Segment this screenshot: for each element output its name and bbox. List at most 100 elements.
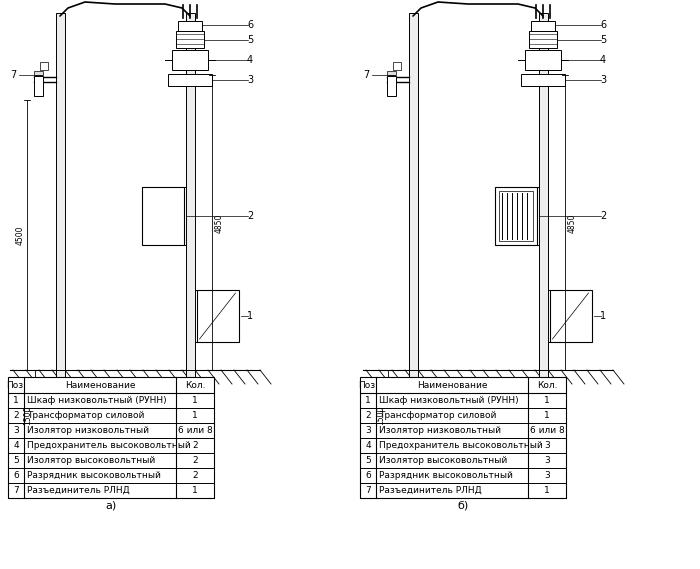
Text: Предохранитель высоковольтный: Предохранитель высоковольтный [27, 441, 190, 450]
Bar [360, 377, 566, 498]
Bar [363, 370, 613, 384]
Text: 4: 4 [600, 55, 606, 65]
Bar [55, 370, 64, 402]
Bar [8, 377, 214, 498]
Text: 1: 1 [544, 396, 550, 405]
Bar [386, 76, 395, 96]
Bar [179, 406, 201, 422]
Text: Наименование: Наименование [64, 381, 135, 390]
Text: 1: 1 [247, 311, 253, 321]
Bar [538, 370, 547, 406]
Text: 3: 3 [544, 456, 550, 465]
Text: а): а) [106, 501, 117, 511]
Bar [529, 31, 557, 48]
Bar [178, 21, 202, 31]
Text: 7: 7 [363, 70, 369, 80]
Text: 1500: 1500 [24, 405, 32, 424]
Text: 3: 3 [365, 426, 371, 435]
Bar [393, 62, 400, 70]
Text: 3: 3 [600, 75, 606, 85]
Text: 5: 5 [365, 456, 371, 465]
Bar [532, 406, 554, 422]
Text: 1: 1 [544, 411, 550, 420]
Bar [402, 402, 424, 416]
Bar [39, 62, 48, 70]
Text: 1: 1 [544, 486, 550, 495]
Text: 2: 2 [193, 456, 198, 465]
Text: Трансформатор силовой: Трансформатор силовой [379, 411, 496, 420]
Text: 6: 6 [247, 20, 253, 30]
Text: Поз.: Поз. [6, 381, 26, 390]
Text: Разъединитель РЛНД: Разъединитель РЛНД [27, 486, 130, 495]
Text: б): б) [457, 501, 468, 511]
Text: 7: 7 [13, 486, 19, 495]
Bar [176, 31, 204, 48]
Bar [494, 187, 536, 245]
Text: Кол.: Кол. [185, 381, 205, 390]
Text: 1: 1 [13, 396, 19, 405]
Text: Предохранитель высоковольтный: Предохранитель высоковольтный [379, 441, 542, 450]
Text: 6 или 8: 6 или 8 [530, 426, 564, 435]
Text: Изолятор низковольтный: Изолятор низковольтный [27, 426, 149, 435]
Text: 4: 4 [247, 55, 253, 65]
Text: 3: 3 [13, 426, 19, 435]
Bar [197, 290, 239, 342]
Text: Шкаф низковольтный (РУНН): Шкаф низковольтный (РУНН) [27, 396, 167, 405]
Bar [525, 50, 561, 70]
Text: Изолятор высоковольтный: Изолятор высоковольтный [379, 456, 508, 465]
Bar [172, 50, 208, 70]
Text: 5: 5 [247, 35, 253, 45]
Text: Изолятор низковольтный: Изолятор низковольтный [379, 426, 501, 435]
Bar [531, 21, 555, 31]
Bar [186, 370, 195, 406]
Text: 4500: 4500 [15, 225, 24, 245]
Text: Шкаф низковольтный (РУНН): Шкаф низковольтный (РУНН) [379, 396, 519, 405]
Text: 6: 6 [13, 471, 19, 480]
Text: 2: 2 [365, 411, 371, 420]
Text: 6 или 8: 6 или 8 [178, 426, 212, 435]
Text: 3: 3 [544, 441, 550, 450]
Bar [141, 187, 183, 245]
Text: 3: 3 [247, 75, 253, 85]
Text: 6: 6 [365, 471, 371, 480]
Text: 1: 1 [600, 311, 606, 321]
Text: 7: 7 [10, 70, 16, 80]
Bar [186, 13, 195, 370]
Text: Разъединитель РЛНД: Разъединитель РЛНД [379, 486, 482, 495]
Text: 2: 2 [247, 211, 253, 221]
Text: Кол.: Кол. [537, 381, 557, 390]
Bar [409, 370, 417, 402]
Text: 2: 2 [600, 211, 606, 221]
Text: 5: 5 [13, 456, 19, 465]
Text: Разрядник высоковольтный: Разрядник высоковольтный [27, 471, 161, 480]
Text: 4850: 4850 [568, 213, 577, 233]
Text: Трансформатор силовой: Трансформатор силовой [27, 411, 144, 420]
Bar [538, 13, 547, 370]
Bar [409, 13, 417, 370]
Text: Поз.: Поз. [358, 381, 378, 390]
Bar [34, 71, 43, 75]
Text: 1: 1 [192, 396, 198, 405]
Bar [34, 76, 43, 96]
Text: 3: 3 [544, 471, 550, 480]
Text: 4850: 4850 [214, 213, 223, 233]
Text: 4: 4 [365, 441, 371, 450]
Bar [521, 74, 565, 86]
Text: Наименование: Наименование [416, 381, 487, 390]
Text: 5: 5 [600, 35, 606, 45]
Bar [49, 402, 71, 416]
Text: 1: 1 [365, 396, 371, 405]
Text: 6: 6 [600, 20, 606, 30]
Bar [386, 71, 395, 75]
Text: Разрядник высоковольтный: Разрядник высоковольтный [379, 471, 513, 480]
Text: 2: 2 [193, 441, 198, 450]
Bar [498, 191, 533, 241]
Text: 1: 1 [192, 486, 198, 495]
Text: 7: 7 [365, 486, 371, 495]
Bar [55, 13, 64, 370]
Text: 2: 2 [193, 471, 198, 480]
Text: Изолятор высоковольтный: Изолятор высоковольтный [27, 456, 155, 465]
Bar [168, 74, 212, 86]
Bar [550, 290, 592, 342]
Bar [10, 370, 260, 384]
